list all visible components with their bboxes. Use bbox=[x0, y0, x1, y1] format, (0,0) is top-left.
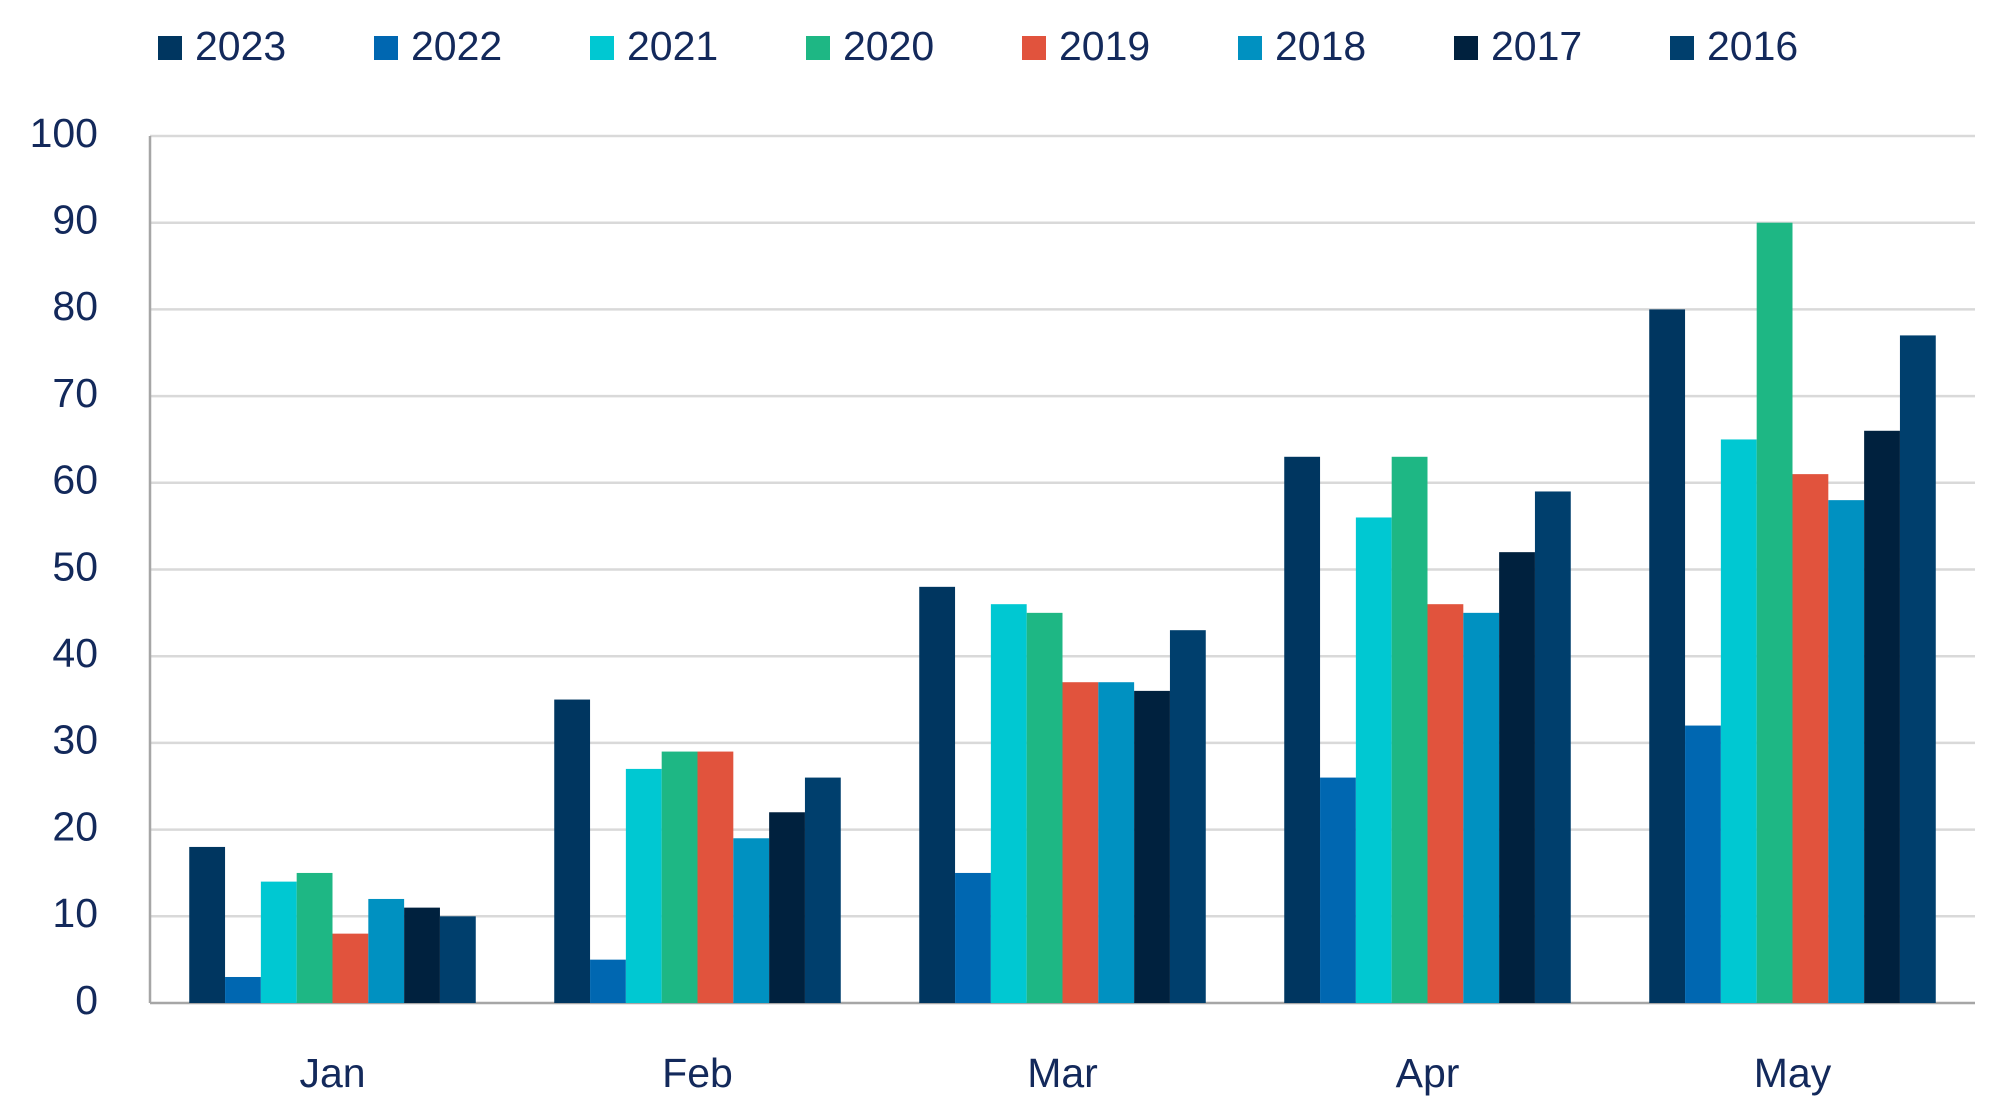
y-tick-label: 60 bbox=[52, 457, 98, 503]
legend-swatch bbox=[1022, 36, 1046, 60]
bar bbox=[404, 907, 440, 1003]
bar bbox=[296, 872, 333, 1003]
bar bbox=[1534, 491, 1571, 1003]
bar bbox=[1649, 309, 1686, 1003]
bar bbox=[1169, 630, 1206, 1003]
bar bbox=[1720, 439, 1757, 1003]
bar bbox=[1134, 690, 1170, 1003]
bar bbox=[554, 699, 591, 1003]
bar bbox=[1499, 552, 1535, 1003]
bar bbox=[1685, 725, 1721, 1003]
legend-label: 2018 bbox=[1275, 23, 1366, 69]
bar bbox=[661, 751, 698, 1003]
bar bbox=[1792, 474, 1829, 1003]
x-tick-label: Feb bbox=[662, 1050, 733, 1096]
bar bbox=[1463, 612, 1500, 1003]
y-tick-label: 0 bbox=[75, 977, 98, 1023]
legend-label: 2022 bbox=[411, 23, 502, 69]
bar bbox=[1284, 456, 1321, 1003]
y-tick-label: 40 bbox=[52, 630, 98, 676]
bar bbox=[625, 768, 662, 1003]
bar bbox=[1026, 612, 1063, 1003]
y-tick-label: 80 bbox=[52, 283, 98, 329]
legend-swatch bbox=[1238, 36, 1262, 60]
bar bbox=[1427, 604, 1464, 1003]
y-tick-label: 20 bbox=[52, 803, 98, 849]
legend-label: 2023 bbox=[195, 23, 286, 69]
legend-label: 2017 bbox=[1491, 23, 1582, 69]
bar bbox=[1062, 682, 1099, 1003]
bar bbox=[368, 898, 405, 1003]
bar bbox=[955, 872, 991, 1003]
bar bbox=[1864, 430, 1900, 1003]
y-tick-label: 90 bbox=[52, 197, 98, 243]
x-tick-label: Apr bbox=[1396, 1050, 1460, 1096]
bar bbox=[697, 751, 734, 1003]
bar bbox=[919, 586, 956, 1003]
bar bbox=[189, 846, 226, 1003]
y-tick-label: 70 bbox=[52, 370, 98, 416]
bar bbox=[590, 959, 626, 1003]
bar bbox=[804, 777, 841, 1003]
bar bbox=[1828, 500, 1865, 1003]
bar bbox=[990, 604, 1027, 1003]
legend-swatch bbox=[590, 36, 614, 60]
bar bbox=[332, 933, 369, 1003]
y-tick-label: 30 bbox=[52, 717, 98, 763]
legend-swatch bbox=[158, 36, 182, 60]
bar bbox=[225, 976, 261, 1003]
legend-swatch bbox=[1670, 36, 1694, 60]
bar bbox=[1355, 517, 1392, 1003]
legend-swatch bbox=[374, 36, 398, 60]
legend-label: 2021 bbox=[627, 23, 718, 69]
x-tick-label: May bbox=[1754, 1050, 1832, 1096]
bar bbox=[1899, 335, 1936, 1003]
legend-label: 2020 bbox=[843, 23, 934, 69]
legend-label: 2019 bbox=[1059, 23, 1150, 69]
bar bbox=[1391, 456, 1428, 1003]
legend-label: 2016 bbox=[1707, 23, 1798, 69]
bar bbox=[1320, 777, 1356, 1003]
bar bbox=[769, 812, 805, 1003]
x-tick-label: Mar bbox=[1027, 1050, 1098, 1096]
bar bbox=[439, 916, 476, 1003]
bar bbox=[733, 838, 770, 1003]
legend-swatch bbox=[1454, 36, 1478, 60]
bar bbox=[1756, 222, 1793, 1003]
bar bbox=[1098, 682, 1135, 1003]
y-tick-label: 10 bbox=[52, 890, 98, 936]
y-tick-label: 100 bbox=[30, 110, 98, 156]
x-tick-label: Jan bbox=[299, 1050, 365, 1096]
bar bbox=[260, 881, 297, 1003]
legend-swatch bbox=[806, 36, 830, 60]
y-tick-label: 50 bbox=[52, 543, 98, 589]
